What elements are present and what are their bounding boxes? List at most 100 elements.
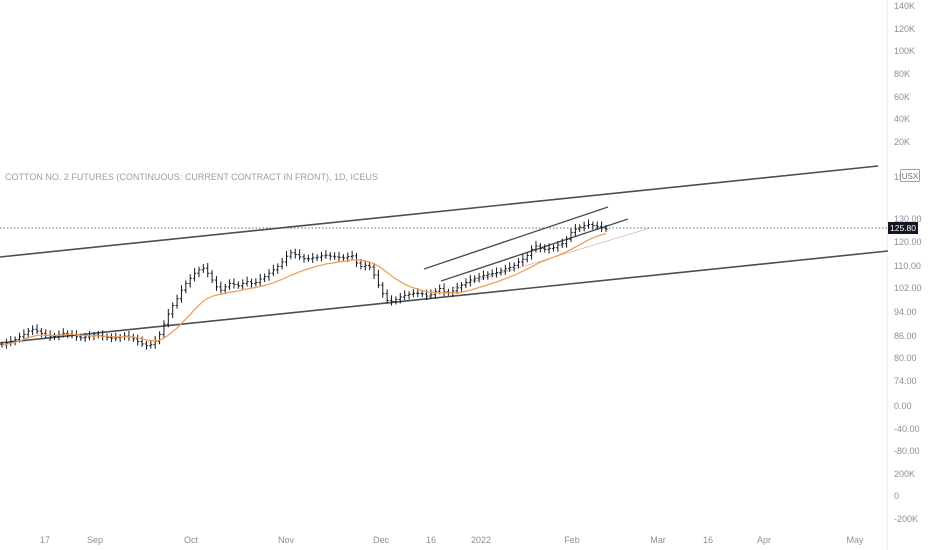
- price-bar: [560, 238, 564, 249]
- price-bar: [210, 270, 214, 284]
- price-bar: [328, 252, 332, 261]
- price-bar: [175, 294, 179, 309]
- price-bar: [289, 249, 293, 260]
- price-bar: [280, 257, 284, 270]
- channel-lower-line[interactable]: [0, 250, 889, 344]
- currency-badge[interactable]: USX: [900, 169, 920, 182]
- price-bar: [293, 248, 297, 259]
- price-bar: [118, 334, 122, 342]
- price-bar: [442, 283, 446, 296]
- price-bar: [604, 224, 608, 233]
- price-bar: [127, 331, 131, 341]
- price-axis-label: 120.00: [894, 237, 922, 247]
- price-bar: [271, 264, 275, 277]
- time-axis-label: 16: [426, 535, 436, 545]
- price-bar: [433, 288, 437, 299]
- price-bar: [315, 254, 319, 261]
- price-bar: [136, 334, 140, 346]
- price-bar: [407, 291, 411, 300]
- price-bar: [284, 251, 289, 267]
- price-bar: [595, 221, 599, 230]
- price-bar: [162, 320, 166, 339]
- price-bar: [350, 250, 354, 260]
- price-bar: [525, 252, 529, 263]
- time-axis-label: Mar: [650, 535, 666, 545]
- price-bar: [171, 302, 175, 319]
- price-axis-label: 100K: [894, 46, 915, 56]
- price-bar: [569, 228, 573, 243]
- time-axis-label: Dec: [373, 535, 390, 545]
- price-bar: [420, 290, 424, 298]
- price-bar: [538, 242, 542, 253]
- time-axis-label: Feb: [564, 535, 580, 545]
- last-price-badge: 125.80: [888, 222, 918, 234]
- price-bar: [591, 221, 595, 230]
- price-bar: [241, 279, 245, 290]
- price-bar: [512, 262, 516, 272]
- price-bar: [263, 273, 267, 283]
- price-bar: [52, 333, 57, 340]
- price-axis-label: 86.00: [894, 331, 917, 341]
- time-axis-label: Sep: [87, 535, 103, 545]
- price-bar: [9, 336, 13, 346]
- price-bar: [337, 251, 341, 262]
- price-axis-label: 110.00: [894, 261, 921, 271]
- price-bars: [0, 219, 608, 350]
- chart-title: COTTON NO. 2 FUTURES (CONTINUOUS: CURREN…: [5, 172, 378, 182]
- channel-upper-line[interactable]: [0, 165, 879, 258]
- price-bar: [31, 325, 35, 336]
- price-axis-label: -40.00: [894, 424, 920, 434]
- price-bar: [214, 275, 219, 291]
- price-bar: [201, 264, 205, 273]
- price-axis-label: 200K: [894, 469, 915, 479]
- price-bar: [503, 264, 507, 275]
- price-bar: [166, 308, 170, 328]
- price-bar: [319, 251, 324, 262]
- price-bar: [586, 219, 591, 229]
- price-axis-label: 80.00: [894, 353, 917, 363]
- price-axis-label: 102.00: [894, 283, 922, 293]
- price-bar: [389, 295, 394, 306]
- time-axis[interactable]: 17 Sep Oct Nov Dec 16 2022 Feb Mar 16 Apr May: [40, 535, 864, 545]
- price-bar: [105, 333, 109, 341]
- small-channel-upper-line[interactable]: [423, 206, 609, 270]
- price-bar: [363, 260, 367, 271]
- time-axis-label: 17: [40, 535, 50, 545]
- price-axis-label: 0: [894, 491, 899, 501]
- price-bar: [486, 271, 490, 280]
- price-bar: [236, 281, 240, 289]
- price-axis[interactable]: 140K 120K 100K 80K 60K 40K 20K 15 130.00 120.00 11…: [894, 1, 922, 524]
- price-bar: [543, 244, 547, 253]
- price-bar: [459, 282, 464, 292]
- price-bar: [39, 327, 43, 338]
- price-axis-label: 40K: [894, 114, 910, 124]
- price-axis-label: 74.00: [894, 376, 917, 386]
- price-bar: [179, 285, 184, 303]
- price-bar: [13, 336, 17, 346]
- time-axis-label: 2022: [471, 535, 491, 545]
- price-bar: [481, 270, 486, 281]
- price-bar: [499, 267, 503, 276]
- price-bar: [206, 263, 210, 278]
- price-bar: [35, 324, 39, 335]
- price-bar: [44, 329, 48, 339]
- price-bar: [83, 333, 87, 342]
- price-bar: [219, 281, 223, 294]
- price-bar: [381, 282, 385, 298]
- price-bar: [534, 240, 538, 253]
- price-bar: [302, 253, 306, 263]
- price-bar: [551, 244, 556, 252]
- price-bar: [311, 252, 315, 264]
- time-axis-label: Oct: [184, 535, 199, 545]
- price-axis-label: 140K: [894, 1, 915, 11]
- price-bar: [521, 254, 525, 267]
- price-bar: [368, 262, 372, 271]
- price-bar: [494, 267, 499, 278]
- price-bar: [556, 240, 560, 252]
- price-axis-label: 130.00: [894, 214, 922, 224]
- price-bar: [372, 263, 376, 279]
- price-bar: [258, 273, 262, 287]
- price-bar: [477, 272, 481, 283]
- price-axis-label: -200K: [894, 514, 918, 524]
